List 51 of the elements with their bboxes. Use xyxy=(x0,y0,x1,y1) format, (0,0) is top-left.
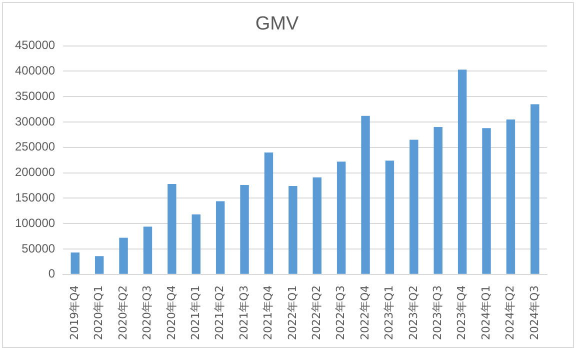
y-tick-label: 0 xyxy=(48,266,56,281)
bar xyxy=(410,140,418,274)
bar xyxy=(506,119,516,274)
y-tick-label: 300000 xyxy=(14,114,56,128)
bar xyxy=(240,184,249,274)
bar xyxy=(94,256,104,274)
bar xyxy=(264,152,274,274)
x-tick-label: 2021年Q2 xyxy=(213,285,226,340)
x-tick-label: 2023年Q2 xyxy=(406,285,420,340)
x-tick-label: 2019年Q4 xyxy=(68,285,81,340)
bar xyxy=(216,201,225,274)
bar xyxy=(70,252,80,274)
x-tick-label: 2024年Q2 xyxy=(504,285,517,340)
bar xyxy=(385,160,394,274)
bar xyxy=(361,116,370,274)
y-tick-label: 450000 xyxy=(14,38,56,52)
bar xyxy=(143,226,152,274)
x-tick-label: 2022年Q1 xyxy=(286,285,299,340)
x-tick-label: 2023年Q3 xyxy=(430,285,444,340)
bar xyxy=(288,186,298,274)
bar xyxy=(336,162,346,274)
x-tick-label: 2021年Q4 xyxy=(262,285,275,340)
x-tick-label: 2022年Q4 xyxy=(358,285,372,340)
y-tick-label: 250000 xyxy=(14,140,56,154)
bar xyxy=(530,104,540,274)
x-tick-label: 2020年Q1 xyxy=(92,285,106,340)
bar xyxy=(192,214,200,274)
x-tick-label: 2021年Q3 xyxy=(237,285,250,340)
y-tick-label: 400000 xyxy=(14,64,56,78)
x-tick-label: 2023年Q1 xyxy=(382,285,396,340)
bar xyxy=(458,70,467,274)
chart-title: GMV xyxy=(255,14,299,35)
y-tick-label: 100000 xyxy=(14,216,56,230)
bar xyxy=(482,128,491,274)
x-tick-label: 2023年Q4 xyxy=(455,285,468,340)
bar xyxy=(312,177,322,274)
x-tick-label: 2022年Q3 xyxy=(334,285,348,340)
x-tick-label: 2020年Q3 xyxy=(140,285,154,340)
x-tick-label: 2021年Q1 xyxy=(188,285,202,340)
y-tick-label: 50000 xyxy=(22,241,56,256)
y-tick-label: 350000 xyxy=(14,88,56,103)
x-tick-label: 2022年Q2 xyxy=(310,285,323,340)
x-tick-label: 2020年Q2 xyxy=(116,285,130,340)
x-tick-label: 2020年Q4 xyxy=(164,285,178,340)
bar xyxy=(119,238,128,274)
bar xyxy=(434,127,442,274)
x-tick-label: 2024年Q3 xyxy=(528,285,541,340)
y-tick-label: 150000 xyxy=(14,190,56,204)
x-tick-label: 2024年Q1 xyxy=(479,285,492,340)
y-tick-label: 200000 xyxy=(14,165,56,180)
bar xyxy=(168,184,176,274)
